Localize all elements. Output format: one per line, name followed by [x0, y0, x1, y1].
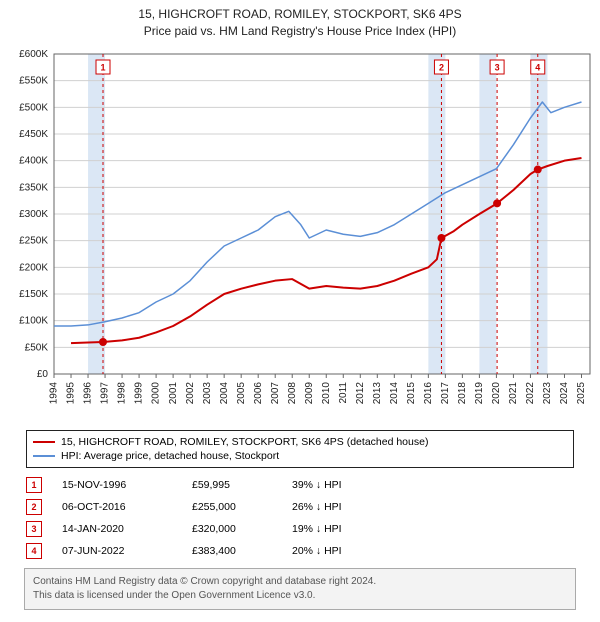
svg-text:2000: 2000	[151, 381, 162, 404]
svg-text:1: 1	[100, 62, 105, 72]
legend-item: 15, HIGHCROFT ROAD, ROMILEY, STOCKPORT, …	[33, 435, 567, 449]
svg-text:2018: 2018	[457, 381, 468, 404]
svg-text:2002: 2002	[185, 381, 196, 404]
svg-text:2006: 2006	[253, 381, 264, 404]
svg-text:2013: 2013	[372, 381, 383, 404]
svg-text:2003: 2003	[202, 381, 213, 404]
svg-text:£300K: £300K	[19, 209, 48, 220]
transaction-price: £59,995	[192, 479, 272, 491]
svg-text:2011: 2011	[338, 381, 349, 403]
transaction-date: 15-NOV-1996	[62, 479, 172, 491]
svg-text:2014: 2014	[389, 381, 400, 404]
svg-text:2008: 2008	[287, 381, 298, 404]
transaction-date: 07-JUN-2022	[62, 545, 172, 557]
svg-text:£400K: £400K	[19, 155, 48, 166]
chart-container: 15, HIGHCROFT ROAD, ROMILEY, STOCKPORT, …	[0, 0, 600, 610]
transaction-price: £383,400	[192, 545, 272, 557]
svg-text:3: 3	[495, 62, 500, 72]
svg-text:2004: 2004	[219, 381, 230, 404]
svg-text:2010: 2010	[321, 381, 332, 404]
transaction-row: 2 06-OCT-2016 £255,000 26% ↓ HPI	[26, 496, 574, 518]
svg-text:2005: 2005	[236, 381, 247, 404]
svg-text:2023: 2023	[542, 381, 553, 404]
transaction-marker: 2	[26, 499, 42, 515]
transaction-row: 3 14-JAN-2020 £320,000 19% ↓ HPI	[26, 518, 574, 540]
legend-label: 15, HIGHCROFT ROAD, ROMILEY, STOCKPORT, …	[61, 436, 428, 448]
svg-text:2007: 2007	[270, 381, 281, 404]
svg-text:1996: 1996	[83, 381, 94, 404]
legend: 15, HIGHCROFT ROAD, ROMILEY, STOCKPORT, …	[26, 430, 574, 468]
title-block: 15, HIGHCROFT ROAD, ROMILEY, STOCKPORT, …	[0, 0, 600, 44]
svg-text:2001: 2001	[168, 381, 179, 404]
transaction-marker: 4	[26, 543, 42, 559]
svg-text:2: 2	[439, 62, 444, 72]
transaction-date: 06-OCT-2016	[62, 501, 172, 513]
svg-text:1999: 1999	[134, 381, 145, 404]
svg-text:2009: 2009	[304, 381, 315, 404]
svg-text:£500K: £500K	[19, 102, 48, 113]
svg-text:2020: 2020	[491, 381, 502, 404]
svg-text:£250K: £250K	[19, 235, 48, 246]
transaction-price: £320,000	[192, 523, 272, 535]
svg-text:1995: 1995	[66, 381, 77, 404]
title-line-1: 15, HIGHCROFT ROAD, ROMILEY, STOCKPORT, …	[10, 6, 590, 23]
svg-text:1994: 1994	[49, 381, 60, 404]
transaction-row: 4 07-JUN-2022 £383,400 20% ↓ HPI	[26, 540, 574, 562]
transaction-delta: 20% ↓ HPI	[292, 545, 392, 557]
transaction-delta: 19% ↓ HPI	[292, 523, 392, 535]
svg-text:2024: 2024	[559, 381, 570, 404]
transaction-marker: 3	[26, 521, 42, 537]
svg-text:£0: £0	[37, 369, 49, 380]
svg-text:2016: 2016	[423, 381, 434, 404]
svg-text:£350K: £350K	[19, 182, 48, 193]
svg-text:2022: 2022	[525, 381, 536, 404]
svg-text:2025: 2025	[576, 381, 587, 404]
svg-text:£50K: £50K	[25, 342, 49, 353]
transaction-date: 14-JAN-2020	[62, 523, 172, 535]
legend-item: HPI: Average price, detached house, Stoc…	[33, 449, 567, 463]
svg-text:£150K: £150K	[19, 289, 48, 300]
chart-svg: £0 £50K £100K £150K £200K £250K £300K £350K £400…	[0, 44, 600, 424]
footer-attribution: Contains HM Land Registry data © Crown c…	[24, 568, 576, 610]
footer-line-2: This data is licensed under the Open Gov…	[33, 589, 567, 603]
chart-area: £0 £50K £100K £150K £200K £250K £300K £350K £400…	[0, 44, 600, 424]
svg-text:4: 4	[535, 62, 540, 72]
legend-swatch	[33, 441, 55, 443]
transaction-price: £255,000	[192, 501, 272, 513]
legend-swatch	[33, 455, 55, 457]
footer-line-1: Contains HM Land Registry data © Crown c…	[33, 575, 567, 589]
svg-text:£600K: £600K	[19, 49, 48, 60]
svg-text:1997: 1997	[100, 381, 111, 404]
svg-text:2015: 2015	[406, 381, 417, 404]
svg-text:1998: 1998	[117, 381, 128, 404]
svg-text:£200K: £200K	[19, 262, 48, 273]
svg-text:2021: 2021	[508, 381, 519, 404]
transaction-row: 1 15-NOV-1996 £59,995 39% ↓ HPI	[26, 474, 574, 496]
transaction-delta: 26% ↓ HPI	[292, 501, 392, 513]
svg-text:2012: 2012	[355, 381, 366, 404]
svg-text:2017: 2017	[440, 381, 451, 404]
transaction-delta: 39% ↓ HPI	[292, 479, 392, 491]
title-line-2: Price paid vs. HM Land Registry's House …	[10, 23, 590, 40]
legend-label: HPI: Average price, detached house, Stoc…	[61, 450, 279, 462]
svg-text:2019: 2019	[474, 381, 485, 404]
transactions-table: 1 15-NOV-1996 £59,995 39% ↓ HPI 2 06-OCT-2016…	[26, 474, 574, 562]
svg-text:£550K: £550K	[19, 75, 48, 86]
svg-text:£450K: £450K	[19, 129, 48, 140]
transaction-marker: 1	[26, 477, 42, 493]
svg-text:£100K: £100K	[19, 315, 48, 326]
